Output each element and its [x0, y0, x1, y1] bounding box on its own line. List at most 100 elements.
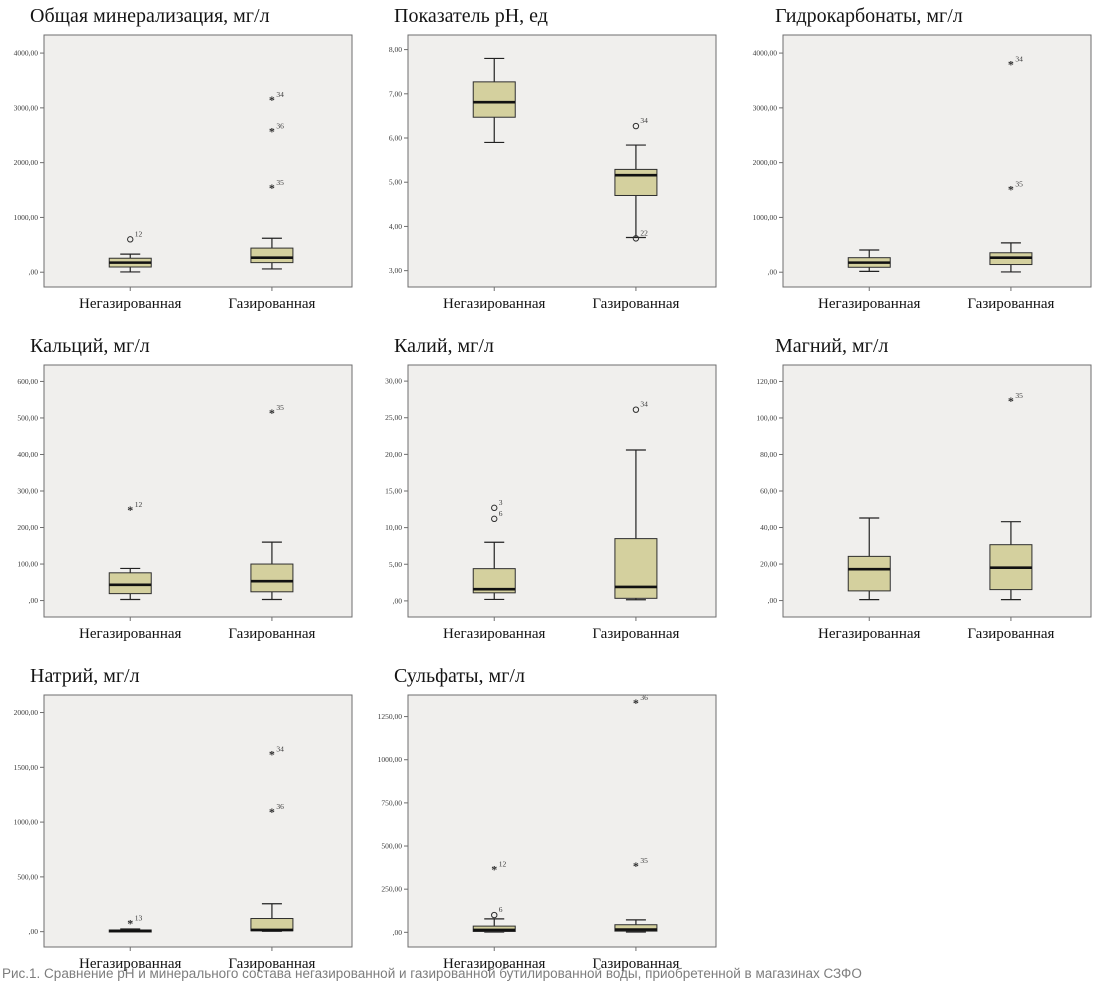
extreme-star-marker: *: [269, 181, 275, 195]
y-tick-label: 30,00: [385, 377, 402, 386]
y-tick-label: 1000,00: [14, 213, 39, 222]
plot-border: [43, 34, 353, 288]
y-tick-label: 4000,00: [753, 49, 778, 58]
extreme-star-marker: *: [127, 916, 133, 930]
outlier-label: 6: [499, 905, 503, 914]
box: [108, 572, 152, 595]
category-label: Газированная: [592, 626, 679, 642]
outlier-circle-marker: [632, 235, 640, 242]
chart-title: Гидрокарбонаты, мг/л: [775, 5, 963, 27]
y-tick-label: 25,00: [385, 413, 402, 422]
extreme-star-marker: *: [269, 124, 275, 138]
outlier-label: 22: [640, 228, 648, 237]
y-tick-label: 4000,00: [14, 49, 39, 58]
y-tick-label: 80,00: [760, 450, 777, 459]
chart-cell-sodium: Натрий, мг/л ,00 500,00 1000,00 1500,00 2000…: [0, 660, 364, 990]
outlier-label: 12: [135, 500, 143, 509]
y-tick-label: ,00: [393, 928, 403, 937]
chart-cell-hydrocarbonates: Гидрокарбонаты, мг/л ,00 1000,00 2000,00 30…: [729, 0, 1093, 330]
plot-border: [782, 34, 1092, 288]
outlier-label: 36: [276, 802, 284, 811]
plot-background: [408, 695, 716, 947]
category-label: Негазированная: [443, 626, 546, 642]
extreme-star-marker: *: [269, 805, 275, 819]
y-tick-label: 20,00: [760, 560, 777, 569]
category-label: Негазированная: [79, 956, 182, 972]
plot-background: [408, 365, 716, 617]
y-tick-label: ,00: [29, 268, 39, 277]
category-label: Негазированная: [443, 956, 546, 972]
plot-border: [407, 364, 717, 618]
outlier-label: 35: [1015, 391, 1023, 400]
category-label: Газированная: [592, 296, 679, 312]
box: [250, 247, 294, 264]
category-label: Газированная: [967, 296, 1054, 312]
extreme-star-marker: *: [269, 406, 275, 420]
outlier-label: 34: [1015, 55, 1023, 64]
category-label: Негазированная: [818, 296, 921, 312]
y-tick-label: 4,00: [389, 222, 402, 231]
box: [472, 81, 516, 118]
category-label: Негазированная: [443, 296, 546, 312]
category-label: Газированная: [592, 956, 679, 972]
outlier-label: 12: [499, 859, 507, 868]
chart-title: Общая минерализация, мг/л: [30, 5, 270, 27]
y-tick-label: 10,00: [385, 523, 402, 532]
y-tick-label: 20,00: [385, 450, 402, 459]
chart-title: Магний, мг/л: [775, 335, 889, 357]
y-tick-label: 2000,00: [753, 158, 778, 167]
outlier-circle-marker: [632, 122, 640, 130]
outlier-label: 13: [135, 913, 143, 922]
extreme-star-marker: *: [633, 696, 639, 710]
y-tick-label: 8,00: [389, 45, 402, 54]
outlier-label: 35: [276, 403, 284, 412]
outlier-circle-marker: [127, 236, 134, 243]
chart-cell-sulfates: Сульфаты, мг/л ,00 250,00 500,00 750,00 1000…: [364, 660, 728, 990]
plot-background: [44, 35, 352, 287]
outlier-label: 36: [276, 121, 284, 130]
boxplot-canvas: ,00 100,00 200,00 300,00 400,00 500,00 600,00 *…: [17, 364, 353, 642]
category-label: Газированная: [228, 296, 315, 312]
chart-title: Калий, мг/л: [394, 335, 494, 357]
y-tick-label: 40,00: [760, 523, 777, 532]
y-tick-label: 1000,00: [753, 213, 778, 222]
y-tick-label: 1500,00: [14, 763, 39, 772]
category-label: Газированная: [967, 626, 1054, 642]
category-label: Газированная: [228, 956, 315, 972]
y-tick-label: 100,00: [17, 560, 38, 569]
boxplot-canvas: ,00 5,00 10,00 15,00 20,00 25,00 30,00 3 6 Негази…: [385, 364, 717, 642]
y-tick-label: 120,00: [756, 377, 777, 386]
y-tick-label: 500,00: [17, 872, 38, 881]
outlier-circle-marker: [491, 515, 498, 523]
outlier-circle-marker: [632, 406, 640, 413]
extreme-star-marker: *: [1008, 394, 1014, 408]
chart-cell-mineralization: Общая минерализация, мг/л ,00 1000,00 2000…: [0, 0, 364, 330]
y-tick-label: 300,00: [17, 487, 38, 496]
y-tick-label: 250,00: [381, 885, 402, 894]
plot-background: [783, 365, 1091, 617]
y-tick-label: ,00: [768, 268, 778, 277]
y-tick-label: 400,00: [17, 450, 38, 459]
y-tick-label: ,00: [29, 927, 39, 936]
extreme-star-marker: *: [491, 862, 497, 876]
plot-background: [44, 365, 352, 617]
boxplot-canvas: ,00 1000,00 2000,00 3000,00 4000,00 Негазиров…: [753, 34, 1092, 312]
y-tick-label: 2000,00: [14, 158, 39, 167]
plot-border: [43, 694, 353, 948]
chart-title: Сульфаты, мг/л: [394, 665, 525, 687]
y-tick-label: ,00: [768, 596, 778, 605]
chart-cell-magnesium: Магний, мг/л ,00 20,00 40,00 60,00 80,00 100,…: [729, 330, 1093, 660]
extreme-star-marker: *: [1008, 182, 1014, 196]
chart-title: Натрий, мг/л: [30, 665, 140, 687]
plot-background: [408, 35, 716, 287]
outlier-label: 6: [499, 509, 503, 518]
extreme-star-marker: *: [633, 859, 639, 873]
outlier-label: 35: [1015, 179, 1023, 188]
extreme-star-marker: *: [269, 93, 275, 107]
plot-border: [43, 364, 353, 618]
outlier-label: 36: [640, 693, 648, 702]
boxplot-canvas: ,00 1000,00 2000,00 3000,00 4000,00 12 Негазир…: [14, 34, 353, 312]
category-label: Негазированная: [79, 626, 182, 642]
